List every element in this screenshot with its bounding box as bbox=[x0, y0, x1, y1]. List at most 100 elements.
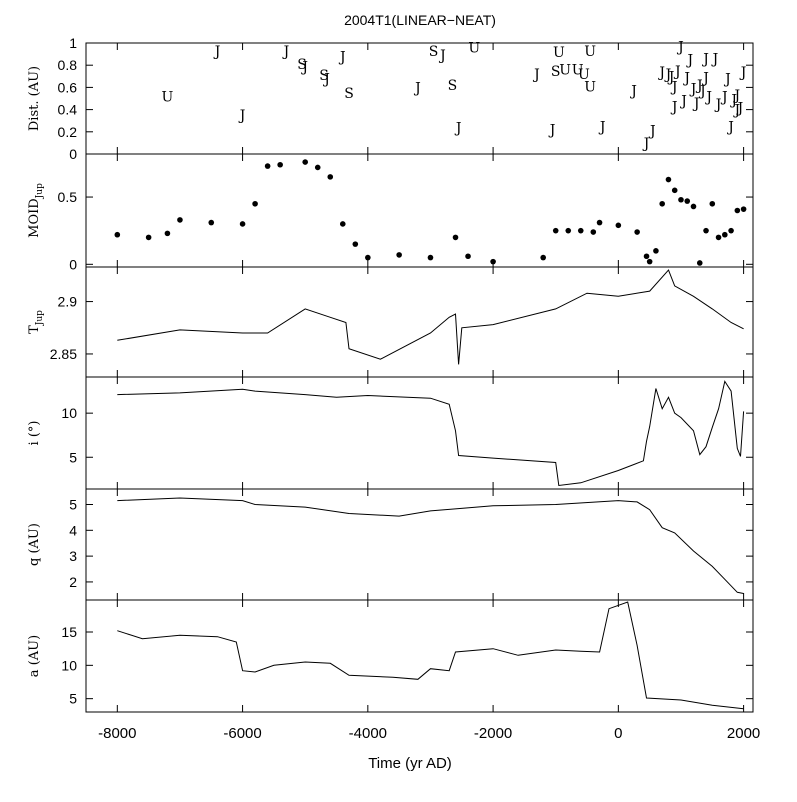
moid-point bbox=[615, 222, 622, 229]
x-tick-label: -4000 bbox=[349, 725, 387, 742]
encounter-label: J bbox=[682, 70, 690, 86]
x-tick-label: 0 bbox=[614, 725, 622, 742]
encounter-label: J bbox=[701, 52, 709, 68]
moid-point bbox=[114, 231, 121, 238]
moid-point bbox=[352, 241, 359, 247]
encounter-label: J bbox=[338, 49, 346, 65]
encounter-label: U bbox=[578, 67, 590, 83]
y-tick-label: 0.6 bbox=[58, 79, 78, 95]
tjup-series-line bbox=[117, 269, 744, 365]
y-tick-label: 0.5 bbox=[58, 189, 78, 205]
x-tick-label: -2000 bbox=[474, 725, 512, 742]
x-tick-label: -6000 bbox=[223, 725, 261, 742]
encounter-label: J bbox=[670, 79, 678, 95]
x-tick-label: -8000 bbox=[98, 725, 136, 742]
y-tick-label: 0 bbox=[69, 256, 77, 272]
encounter-label: J bbox=[729, 93, 737, 109]
y-tick-label: 2 bbox=[69, 574, 77, 590]
moid-point bbox=[740, 206, 747, 212]
chart-title: 2004T1(LINEAR−NEAT) bbox=[344, 12, 496, 28]
y-tick-label: 15 bbox=[61, 624, 77, 640]
moid-point bbox=[540, 254, 546, 261]
moid-point bbox=[208, 219, 215, 226]
encounter-label: S bbox=[448, 78, 458, 94]
encounter-label: U bbox=[162, 89, 174, 105]
panel-moid: 0 0.5 MOIDJup bbox=[27, 153, 754, 272]
y-tick-label: 10 bbox=[61, 405, 77, 421]
encounter-label: J bbox=[723, 72, 731, 88]
y-tick-label: 4 bbox=[69, 522, 77, 538]
y-axis-label: TJup bbox=[27, 310, 45, 334]
x-axis-label: Time (yr AD) bbox=[368, 755, 452, 772]
y-tick-label: 0 bbox=[69, 146, 77, 162]
y-axis-label-subscript: Jup bbox=[35, 310, 45, 326]
encounter-label: S bbox=[429, 44, 439, 60]
panel-frame bbox=[85, 599, 754, 713]
moid-point bbox=[314, 164, 321, 171]
encounter-label: J bbox=[689, 82, 697, 98]
y-axis-label-text: MOID bbox=[27, 198, 42, 238]
moid-point bbox=[565, 227, 572, 234]
moid-point bbox=[396, 252, 402, 258]
encounter-label: J bbox=[733, 88, 741, 104]
encounter-label: S bbox=[297, 57, 307, 73]
encounter-label: U bbox=[584, 79, 596, 95]
encounter-label: J bbox=[701, 70, 709, 86]
x-tick-label: 2000 bbox=[727, 725, 760, 742]
encounter-label: J bbox=[300, 59, 308, 75]
encounter-label: J bbox=[676, 39, 684, 55]
y-axis-label-text: a (AU) bbox=[27, 635, 42, 677]
moid-point bbox=[634, 229, 640, 235]
moid-point bbox=[653, 248, 659, 254]
moid-point bbox=[164, 230, 171, 237]
encounter-label: J bbox=[726, 119, 734, 135]
incl-series-line bbox=[117, 380, 745, 487]
encounter-label: U bbox=[572, 63, 584, 79]
encounter-label: J bbox=[238, 108, 246, 124]
moid-point bbox=[671, 187, 678, 194]
encounter-label: J bbox=[670, 99, 678, 115]
moid-point bbox=[177, 217, 183, 223]
moid-point bbox=[339, 221, 346, 227]
encounter-label: J bbox=[413, 80, 421, 96]
moid-point bbox=[728, 227, 734, 234]
y-tick-label: 5 bbox=[69, 449, 77, 465]
encounter-label: J bbox=[657, 65, 665, 81]
encounter-label: U bbox=[553, 45, 565, 61]
moid-point bbox=[715, 234, 722, 241]
panel-incl: 5 10 i (°) bbox=[27, 376, 754, 490]
panel-tjup: 2.85 2.9 TJup bbox=[27, 266, 754, 378]
y-axis-label: q (AU) bbox=[27, 523, 42, 566]
panel-a: 5 10 15 a (AU) bbox=[27, 599, 754, 713]
moid-point bbox=[643, 253, 650, 260]
moid-point bbox=[302, 159, 309, 165]
moid-point bbox=[734, 207, 741, 214]
y-axis-label-subscript: Jup bbox=[35, 183, 45, 199]
encounter-label: J bbox=[736, 100, 744, 116]
panel-frame bbox=[85, 266, 754, 378]
panel-frame bbox=[85, 376, 754, 490]
encounter-label: J bbox=[711, 52, 719, 68]
encounter-label: S bbox=[344, 86, 354, 102]
moid-point bbox=[145, 234, 152, 241]
moid-point bbox=[678, 196, 684, 203]
encounter-label: J bbox=[454, 120, 462, 136]
encounter-label: J bbox=[733, 103, 741, 119]
x-axis: -8000 -6000 -4000 -2000 0 2000 bbox=[98, 725, 760, 742]
encounter-label: J bbox=[667, 69, 675, 85]
y-axis-label-text: q (AU) bbox=[27, 523, 42, 566]
encounter-label: J bbox=[213, 44, 221, 60]
encounter-label: U bbox=[584, 44, 596, 60]
y-tick-label: 2.85 bbox=[50, 346, 77, 362]
y-tick-label: 10 bbox=[61, 657, 77, 673]
encounter-label: S bbox=[319, 68, 329, 84]
encounter-label: J bbox=[679, 94, 687, 110]
a-series-line bbox=[117, 601, 744, 710]
moid-point bbox=[696, 260, 703, 266]
moid-point bbox=[264, 163, 271, 169]
moid-point bbox=[684, 198, 691, 204]
